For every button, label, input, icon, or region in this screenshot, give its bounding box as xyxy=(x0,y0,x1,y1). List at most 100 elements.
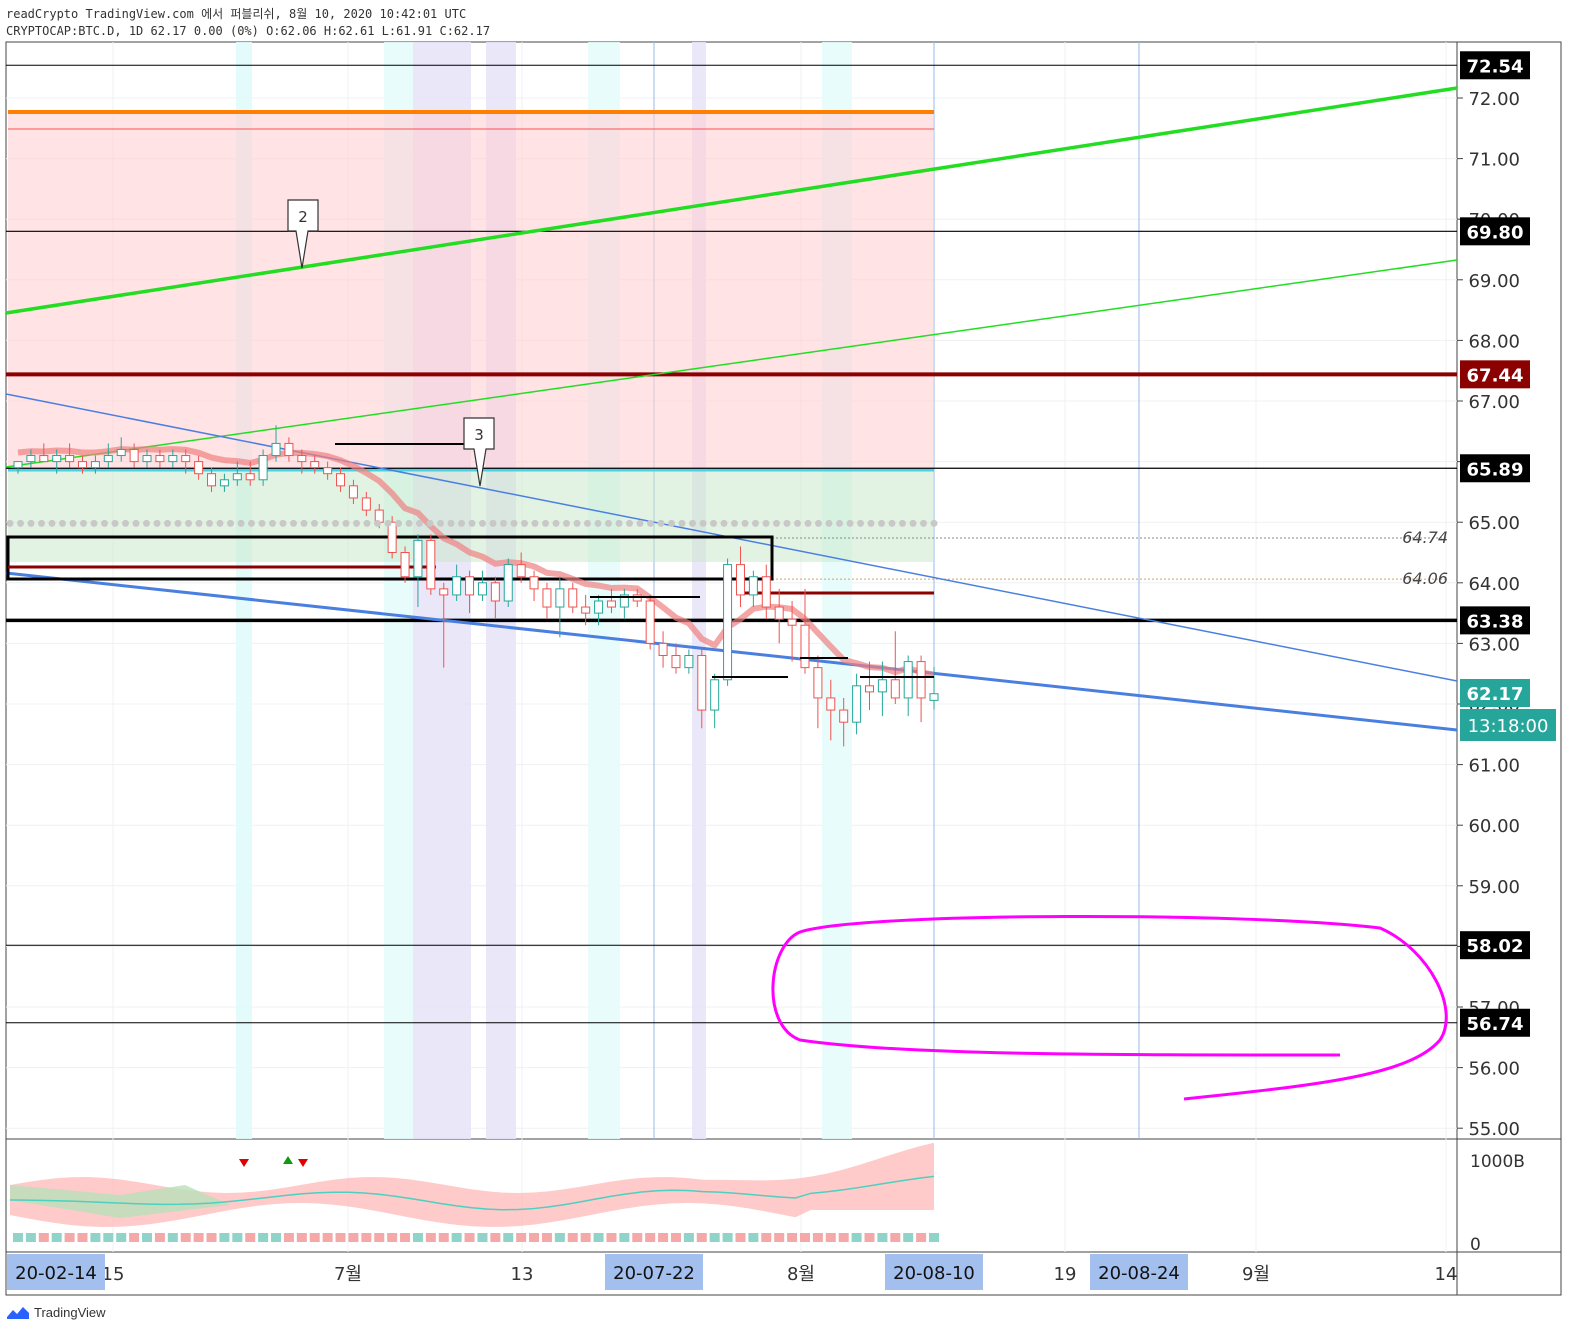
red-zone xyxy=(8,112,934,470)
volume-bar xyxy=(451,1233,462,1242)
y-tick-label: 68.00 xyxy=(1468,331,1520,352)
candle-body xyxy=(168,455,178,463)
callout-2[interactable]: 2 xyxy=(287,199,319,269)
volume-pane xyxy=(9,1142,939,1242)
candle-body xyxy=(748,576,758,596)
price-label-text: 65.89 xyxy=(1467,459,1524,480)
dot xyxy=(17,519,24,527)
dot xyxy=(804,519,812,527)
x-highlight-bg xyxy=(885,1254,983,1290)
dot xyxy=(846,519,854,527)
dot xyxy=(122,519,129,527)
dot xyxy=(531,519,539,527)
volume-bar xyxy=(877,1233,888,1242)
chart-header: readCrypto TradingView.com 에서 퍼블리쉬, 8월 1… xyxy=(6,6,490,40)
y-tick-label: 61.00 xyxy=(1468,756,1520,777)
candle-body xyxy=(103,455,113,463)
y-tick-label: 67.00 xyxy=(1468,392,1520,413)
volume-bar xyxy=(77,1233,88,1242)
volume-axis-zero: 0 xyxy=(1470,1235,1481,1255)
volume-bar xyxy=(361,1233,372,1242)
candle-body xyxy=(129,448,139,463)
candle-body xyxy=(477,582,487,596)
candle-body xyxy=(155,455,165,463)
volume-bar xyxy=(271,1233,282,1242)
volume-bar xyxy=(864,1233,875,1242)
dot xyxy=(101,519,108,527)
candle-body xyxy=(271,442,281,457)
candle-body xyxy=(800,624,810,669)
dot xyxy=(164,519,171,527)
candle-body xyxy=(619,594,629,608)
volume-bar xyxy=(554,1233,565,1242)
volume-bar xyxy=(438,1233,449,1242)
candle-body xyxy=(361,497,371,511)
symbol-ohlc-info: CRYPTOCAP:BTC.D, 1D 62.17 0.00 (0%) O:62… xyxy=(6,24,491,38)
dot xyxy=(258,519,266,527)
candle-body xyxy=(310,461,320,469)
time-axis[interactable]: 15 7월 13 8월 19 9월 14 20-02-14 20-07-22 20-08-10 20… xyxy=(7,1254,1457,1290)
dot xyxy=(479,519,486,527)
dot xyxy=(206,519,213,527)
dot xyxy=(458,519,465,527)
candle-body xyxy=(542,588,552,608)
price-label-bg xyxy=(1460,1008,1530,1037)
dot xyxy=(321,519,329,527)
dot xyxy=(825,519,833,527)
green-trendline-thick xyxy=(5,86,1458,315)
candle-body xyxy=(90,461,100,469)
candle-body xyxy=(426,539,436,590)
candle-body xyxy=(78,461,88,469)
dot xyxy=(594,519,602,527)
dot xyxy=(185,519,192,527)
volume-bar xyxy=(774,1233,785,1242)
volume-bar xyxy=(38,1233,49,1242)
dot xyxy=(773,519,780,527)
dot xyxy=(353,519,360,527)
candle-body xyxy=(761,576,771,608)
dot xyxy=(195,519,203,527)
volume-bar xyxy=(425,1233,436,1242)
dot xyxy=(59,519,66,527)
dot xyxy=(783,519,791,527)
volume-bar xyxy=(129,1233,140,1242)
candle-body xyxy=(877,679,887,693)
current-price-text: 62.17 xyxy=(1467,684,1524,705)
dot xyxy=(794,519,801,527)
candle-body xyxy=(903,661,913,699)
dot xyxy=(909,519,917,527)
candle-body xyxy=(490,582,500,602)
price-label-bg xyxy=(1460,606,1530,635)
dot xyxy=(311,519,318,527)
volume-bar xyxy=(400,1233,411,1242)
price-label-bg xyxy=(1460,51,1530,80)
x-highlight-bg xyxy=(1090,1254,1188,1290)
candle-body xyxy=(787,618,797,626)
dot xyxy=(762,519,770,527)
price-label-text: 56.74 xyxy=(1467,1014,1524,1035)
price-label-bg xyxy=(1460,360,1530,389)
callout-3[interactable]: 3 xyxy=(463,417,495,487)
candle-body xyxy=(916,661,926,699)
volume-bar xyxy=(167,1233,178,1242)
x-tick-label: 9월 xyxy=(1242,1264,1270,1285)
dot xyxy=(668,519,675,527)
volume-bar xyxy=(258,1233,269,1242)
candle-body xyxy=(929,693,939,701)
volume-bar xyxy=(735,1233,746,1242)
callout-2-shape xyxy=(287,199,319,269)
volume-bar xyxy=(25,1233,36,1242)
candle-body xyxy=(65,455,75,463)
volume-bar xyxy=(851,1233,862,1242)
dot xyxy=(132,519,140,527)
candle-body xyxy=(13,461,23,469)
candles xyxy=(13,425,939,747)
volume-bar xyxy=(477,1233,488,1242)
candle-body xyxy=(839,709,849,723)
dot xyxy=(930,519,938,527)
x-tick-label: 14 xyxy=(1435,1264,1458,1285)
dot xyxy=(80,519,87,527)
dot xyxy=(405,519,413,527)
volume-bar xyxy=(51,1233,62,1242)
